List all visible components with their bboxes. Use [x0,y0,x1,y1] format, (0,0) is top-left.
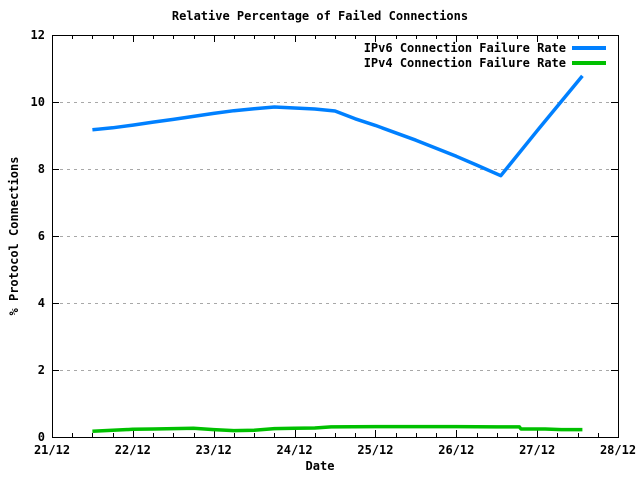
x-axis-title: Date [305,459,335,473]
x-tick-label-24-12: 24/12 [276,443,313,457]
x-tick-label-26-12: 26/12 [438,443,475,457]
x-tick-label-23-12: 23/12 [195,443,232,457]
x-tick-label-21-12: 21/12 [33,443,71,457]
legend-line-sample-ipv4 [572,61,606,65]
legend-line-sample-ipv6 [572,46,606,50]
legend-item-ipv6: IPv6 Connection Failure Rate [0,41,640,55]
x-tick-label-28-12: 28/12 [599,443,637,457]
y-tick-label-4: 4 [37,296,45,310]
y-tick-label-8: 8 [37,162,45,176]
y-tick-label-12: 12 [30,28,45,42]
y-tick-label-0: 0 [37,430,45,444]
x-tick-label-22-12: 22/12 [114,443,151,457]
x-tick-label-27-12: 27/12 [519,443,556,457]
chart-title: Relative Percentage of Failed Connection… [171,9,469,23]
series-line-ipv4 [92,424,583,434]
legend-item-ipv4: IPv4 Connection Failure Rate [0,56,640,70]
y-tick-label-6: 6 [37,229,45,243]
series-line-ipv6 [92,74,584,178]
y-tick-label-10: 10 [30,95,45,109]
legend-label-ipv6: IPv6 Connection Failure Rate [363,41,566,55]
legend-label-ipv4: IPv4 Connection Failure Rate [363,56,566,70]
y-tick-label-2: 2 [37,363,45,377]
x-tick-label-25-12: 25/12 [357,443,394,457]
